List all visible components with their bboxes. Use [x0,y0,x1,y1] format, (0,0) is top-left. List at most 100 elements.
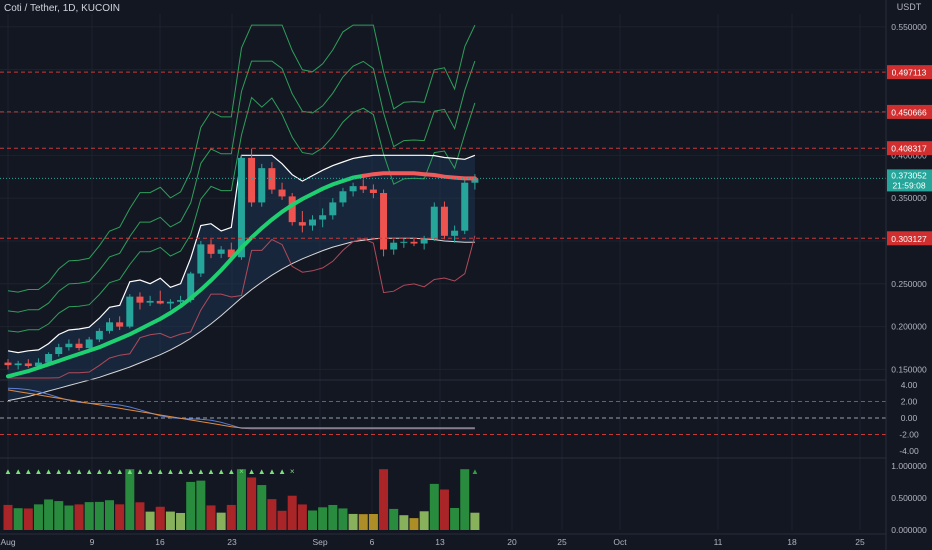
x-tick-label: Aug [0,537,15,547]
signal-marker: ▲ [106,467,114,476]
volume-bar [145,511,155,530]
candle [298,222,306,226]
volume-bar [44,499,54,530]
candle [14,363,22,366]
level-tag [887,65,932,80]
volume-bar [247,477,257,530]
volume-bar [287,495,297,530]
osc-tick-label: 0.00 [901,413,918,423]
volume-bar [379,469,389,530]
signal-marker: ▲ [166,467,174,476]
candle [390,242,398,250]
candle [116,322,124,327]
band-lower-line [7,237,475,402]
level-label: 0.497113 [892,68,927,78]
candle [177,300,185,302]
signal-marker: ▲ [248,467,256,476]
volume-bar [206,505,216,530]
signal-marker: ▲ [278,467,286,476]
volume-bar [105,500,114,530]
signal-marker: ▲ [14,467,22,476]
candle [4,362,12,366]
candle [309,219,316,226]
band-fill [8,155,475,401]
signal-marker: ▲ [75,467,83,476]
candle [440,206,448,236]
signal-marker: ▲ [227,467,235,476]
moving-average [6,171,477,379]
candle [237,157,245,258]
candle [268,168,276,190]
volume-bar [74,504,84,530]
signal-marker: ▲ [55,467,63,476]
signal-marker: ▲ [34,467,42,476]
envelope-bands [7,24,476,402]
candle [400,241,408,243]
volume-bar [216,512,226,530]
osc-line-blue [7,387,475,430]
y-tick-label: 0.200000 [891,322,927,332]
x-tick-label: 25 [855,537,865,547]
volume-bar [429,483,439,530]
candle [471,178,479,183]
chart-title: Coti / Tether, 1D, KUCOIN [4,3,120,14]
y-tick-label: 0.250000 [891,279,927,289]
volume-bar [135,502,145,530]
oscillator-panel [0,379,932,436]
grid [0,14,886,530]
countdown-label: 21:59:08 [892,180,925,190]
signal-marker: × [290,467,295,476]
x-tick-label: 13 [435,537,445,547]
volume-bar [33,504,43,530]
signal-marker: ▲ [45,467,53,476]
last-price-label: 0.373052 [891,170,927,180]
volume-bar [399,515,409,530]
level-tag [887,104,932,119]
signal-marker: ▲ [136,467,144,476]
ma-line-down [361,171,477,181]
y-tick-label: 0.400000 [891,150,927,160]
volume-bar [3,504,13,530]
candle [166,301,174,304]
candles [4,148,479,370]
candle [217,249,225,254]
volume-bar [23,508,33,530]
signal-marker: ▲ [207,467,215,476]
volume-bar [94,501,104,530]
volume-bar [115,504,125,530]
candle [227,249,235,258]
level-tag [887,141,932,156]
x-tick-label: 16 [155,537,165,547]
volume-bar [419,511,429,530]
signal-marker: × [239,467,244,476]
candle [258,168,266,203]
signal-marker: ▲ [85,467,93,476]
candle [146,300,154,303]
x-tick-label: 6 [370,537,375,547]
volume-bar [226,504,236,530]
volume-bar [338,508,348,530]
volume-bar [277,510,287,530]
volume-bar [165,511,175,530]
upper-band-1 [7,24,476,293]
volume-bar [358,514,368,530]
signal-marker: ▲ [116,467,124,476]
candle [156,300,164,304]
currency-label: USDT [896,2,922,12]
volume-bar [439,489,449,530]
last-price-tag [887,169,932,192]
candle [136,296,144,303]
signal-marker: ▲ [156,467,164,476]
volume-bar [409,518,419,530]
candle [34,362,42,367]
volume-bar [186,481,196,530]
candle [65,343,73,348]
volume-bar [257,485,267,530]
level-label: 0.303127 [891,234,927,244]
volume-bar [125,469,135,530]
volume-bar [64,505,74,530]
volume-bar [236,469,246,530]
x-tick-label: 9 [90,537,95,547]
